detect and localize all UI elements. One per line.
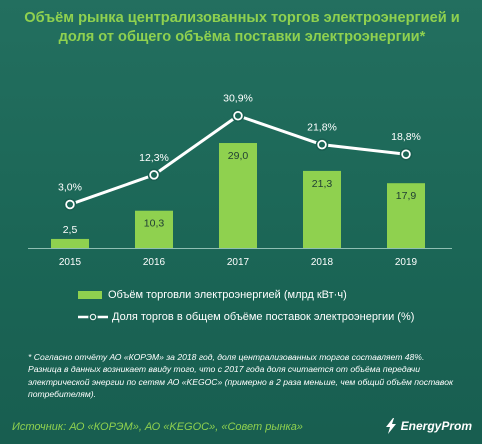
- bar-value-label-2018: 21,3: [312, 178, 333, 190]
- legend-bar-swatch: [78, 291, 102, 299]
- legend-line-label: Доля торгов в общем объёме поставок элек…: [112, 311, 415, 323]
- line-point-inner-2015: [67, 201, 73, 208]
- legend-item-line: Доля торгов в общем объёме поставок элек…: [78, 309, 414, 325]
- legend-item-bars: Объём торговли электроэнергией (млрд кВт…: [78, 287, 347, 303]
- line-value-label-2015: 3,0%: [58, 181, 82, 193]
- x-tick-label-2017: 2017: [227, 257, 250, 268]
- bar-2016: [135, 210, 173, 248]
- bar-2015: [51, 238, 89, 248]
- bar-value-label-2017: 29,0: [228, 150, 249, 162]
- bar-2018: [303, 170, 341, 248]
- line-value-label-2019: 18,8%: [391, 131, 421, 143]
- line-value-label-2018: 21,8%: [307, 122, 337, 134]
- line-point-inner-2019: [403, 151, 409, 158]
- source-text: Источник: АО «КОРЭМ», АО «KEGOC», «Совет…: [12, 421, 303, 433]
- bar-2017: [219, 143, 257, 248]
- bar-value-label-2016: 10,3: [144, 218, 165, 230]
- line-point-inner-2018: [319, 141, 325, 148]
- x-tick-label-2015: 2015: [59, 257, 82, 268]
- x-tick-label-2019: 2019: [395, 257, 418, 268]
- line-value-label-2016: 12,3%: [139, 152, 169, 164]
- x-tick-label-2018: 2018: [311, 257, 334, 268]
- brand-logo: EnergyProm: [384, 418, 472, 434]
- lightning-icon: [385, 418, 396, 434]
- brand-name: EnergyProm: [400, 419, 472, 433]
- footnote: * Согласно отчёту АО «КОРЭМ» за 2018 год…: [28, 352, 454, 400]
- x-tick-label-2016: 2016: [143, 257, 166, 268]
- bar-2019: [387, 183, 425, 248]
- line-point-inner-2017: [235, 112, 241, 119]
- bar-value-label-2019: 17,9: [396, 190, 417, 202]
- chart-title: Объём рынка централизованных торгов элек…: [24, 10, 460, 45]
- bar-value-label-2015: 2,5: [63, 224, 78, 236]
- line-point-inner-2016: [151, 171, 157, 178]
- legend-line-swatch: [78, 312, 108, 322]
- line-value-label-2017: 30,9%: [223, 93, 253, 105]
- legend-bars-label: Объём торговли электроэнергией (млрд кВт…: [108, 289, 347, 301]
